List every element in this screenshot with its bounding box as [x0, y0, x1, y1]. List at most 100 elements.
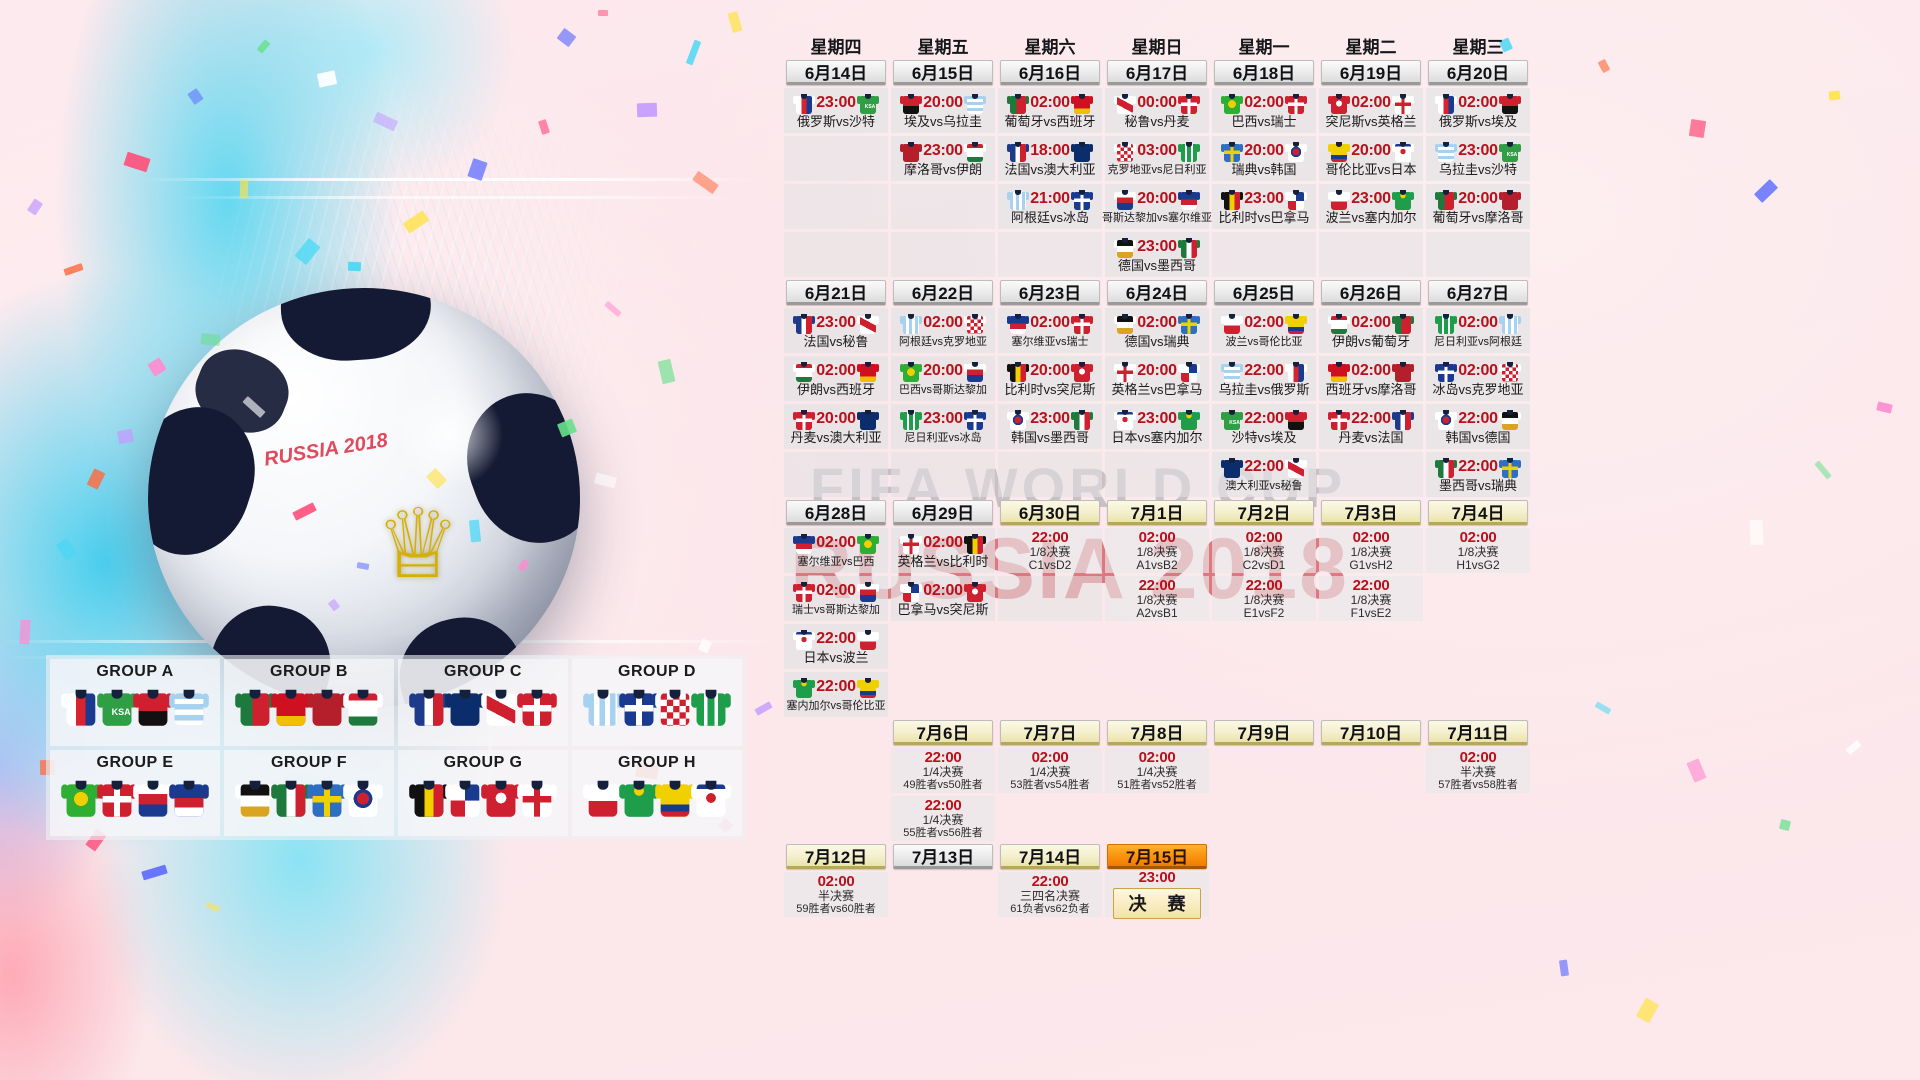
- date-header[interactable]: 6月17日: [1107, 60, 1207, 85]
- match-cell[interactable]: 02:00 阿根廷vs克罗地亚: [891, 308, 995, 353]
- date-header[interactable]: 7月8日: [1107, 720, 1207, 745]
- match-cell[interactable]: 20:00 葡萄牙vs摩洛哥: [1426, 184, 1530, 229]
- match-cell[interactable]: 20:00 哥伦比亚vs日本: [1319, 136, 1423, 181]
- match-cell[interactable]: 02:00 1/4决赛 51胜者vs52胜者: [1105, 748, 1209, 793]
- date-header[interactable]: 6月26日: [1321, 280, 1421, 305]
- match-cell[interactable]: 00:00 秘鲁vs丹麦: [1105, 88, 1209, 133]
- group-box-d[interactable]: GROUP D: [572, 659, 742, 746]
- date-header[interactable]: 6月25日: [1214, 280, 1314, 305]
- match-cell[interactable]: 02:00 突尼斯vs英格兰: [1319, 88, 1423, 133]
- match-cell[interactable]: 02:00 瑞士vs哥斯达黎加: [784, 576, 888, 621]
- match-cell[interactable]: 20:00 英格兰vs巴拿马: [1105, 356, 1209, 401]
- match-cell[interactable]: 20:00 瑞典vs韩国: [1212, 136, 1316, 181]
- date-header[interactable]: 7月14日: [1000, 844, 1100, 869]
- match-cell[interactable]: 23:00 德国vs墨西哥: [1105, 232, 1209, 277]
- match-cell[interactable]: 23:00 波兰vs塞内加尔: [1319, 184, 1423, 229]
- group-box-h[interactable]: GROUP H: [572, 749, 742, 836]
- match-cell[interactable]: 02:00 1/8决赛 C2vsD1: [1212, 528, 1316, 573]
- date-header[interactable]: 6月27日: [1428, 280, 1528, 305]
- match-cell[interactable]: 02:00 英格兰vs比利时: [891, 528, 995, 573]
- date-header[interactable]: 6月29日: [893, 500, 993, 525]
- date-header[interactable]: 7月3日: [1321, 500, 1421, 525]
- match-cell[interactable]: 22:00 韩国vs德国: [1426, 404, 1530, 449]
- date-header[interactable]: 6月23日: [1000, 280, 1100, 305]
- date-header[interactable]: 6月21日: [786, 280, 886, 305]
- match-cell[interactable]: 02:00 德国vs瑞典: [1105, 308, 1209, 353]
- date-header[interactable]: 7月7日: [1000, 720, 1100, 745]
- group-box-f[interactable]: GROUP F: [224, 749, 394, 836]
- match-cell[interactable]: 22:00 墨西哥vs瑞典: [1426, 452, 1530, 497]
- date-header[interactable]: 7月13日: [893, 844, 993, 869]
- date-header[interactable]: 6月14日: [786, 60, 886, 85]
- date-header[interactable]: 6月20日: [1428, 60, 1528, 85]
- date-header[interactable]: 6月18日: [1214, 60, 1314, 85]
- match-cell[interactable]: 02:00 冰岛vs克罗地亚: [1426, 356, 1530, 401]
- match-cell[interactable]: 22:00 1/8决赛 E1vsF2: [1212, 576, 1316, 621]
- match-cell[interactable]: 02:00 巴拿马vs突尼斯: [891, 576, 995, 621]
- match-cell[interactable]: 02:00 俄罗斯vs埃及: [1426, 88, 1530, 133]
- match-cell[interactable]: 20:00 丹麦vs澳大利亚: [784, 404, 888, 449]
- match-cell[interactable]: 20:00 埃及vs乌拉圭: [891, 88, 995, 133]
- match-cell[interactable]: 21:00 阿根廷vs冰岛: [998, 184, 1102, 229]
- match-cell[interactable]: 02:00 半决赛 57胜者vs58胜者: [1426, 748, 1530, 793]
- date-header[interactable]: 7月11日: [1428, 720, 1528, 745]
- date-header[interactable]: 7月12日: [786, 844, 886, 869]
- date-header[interactable]: 6月24日: [1107, 280, 1207, 305]
- match-cell[interactable]: 02:00 伊朗vs西班牙: [784, 356, 888, 401]
- match-cell[interactable]: 02:00 巴西vs瑞士: [1212, 88, 1316, 133]
- match-cell[interactable]: 22:00 1/4决赛 49胜者vs50胜者: [891, 748, 995, 793]
- date-header[interactable]: 7月6日: [893, 720, 993, 745]
- match-cell[interactable]: 02:00 塞尔维亚vs巴西: [784, 528, 888, 573]
- match-cell[interactable]: 22:00 澳大利亚vs秘鲁: [1212, 452, 1316, 497]
- match-cell[interactable]: 02:00 塞尔维亚vs瑞士: [998, 308, 1102, 353]
- group-box-b[interactable]: GROUP B: [224, 659, 394, 746]
- match-cell[interactable]: 02:00 西班牙vs摩洛哥: [1319, 356, 1423, 401]
- match-cell[interactable]: 22:00 1/8决赛 A2vsB1: [1105, 576, 1209, 621]
- match-cell[interactable]: 23:00 KSA 俄罗斯vs沙特: [784, 88, 888, 133]
- match-cell[interactable]: 23:00 KSA 乌拉圭vs沙特: [1426, 136, 1530, 181]
- date-header[interactable]: 7月10日: [1321, 720, 1421, 745]
- date-header[interactable]: 6月15日: [893, 60, 993, 85]
- match-cell[interactable]: 22:00 丹麦vs法国: [1319, 404, 1423, 449]
- date-header[interactable]: 6月28日: [786, 500, 886, 525]
- match-cell[interactable]: 02:00 1/4决赛 53胜者vs54胜者: [998, 748, 1102, 793]
- date-header[interactable]: 7月9日: [1214, 720, 1314, 745]
- date-header[interactable]: 7月2日: [1214, 500, 1314, 525]
- match-cell[interactable]: 20:00 哥斯达黎加vs塞尔维亚: [1102, 184, 1212, 229]
- date-header[interactable]: 7月1日: [1107, 500, 1207, 525]
- group-box-a[interactable]: GROUP A KSA: [50, 659, 220, 746]
- match-cell[interactable]: KSA 22:00 沙特vs埃及: [1212, 404, 1316, 449]
- group-box-g[interactable]: GROUP G: [398, 749, 568, 836]
- match-cell[interactable]: 23:00 比利时vs巴拿马: [1212, 184, 1316, 229]
- match-cell[interactable]: 22:00 1/8决赛 C1vsD2: [998, 528, 1102, 573]
- match-cell[interactable]: 23:00 日本vs塞内加尔: [1105, 404, 1209, 449]
- match-cell[interactable]: 23:00 尼日利亚vs冰岛: [891, 404, 995, 449]
- date-header[interactable]: 6月16日: [1000, 60, 1100, 85]
- match-cell[interactable]: 03:00 克罗地亚vs尼日利亚: [1105, 136, 1209, 181]
- match-cell[interactable]: 22:00 1/4决赛 55胜者vs56胜者: [891, 796, 995, 841]
- match-cell[interactable]: 02:00 波兰vs哥伦比亚: [1212, 308, 1316, 353]
- match-cell[interactable]: 20:00 巴西vs哥斯达黎加: [891, 356, 995, 401]
- match-cell[interactable]: 22:00 1/8决赛 F1vsE2: [1319, 576, 1423, 621]
- match-cell[interactable]: 22:00 三四名决赛 61负者vs62负者: [998, 872, 1102, 917]
- date-header[interactable]: 7月15日: [1107, 844, 1207, 869]
- group-box-e[interactable]: GROUP E: [50, 749, 220, 836]
- date-header[interactable]: 6月19日: [1321, 60, 1421, 85]
- match-cell[interactable]: 02:00 葡萄牙vs西班牙: [998, 88, 1102, 133]
- date-header[interactable]: 6月30日: [1000, 500, 1100, 525]
- date-header[interactable]: 6月22日: [893, 280, 993, 305]
- match-cell[interactable]: 22:00 塞内加尔vs哥伦比亚: [784, 672, 888, 717]
- match-cell[interactable]: 23:00 摩洛哥vs伊朗: [891, 136, 995, 181]
- match-cell[interactable]: 22:00 乌拉圭vs俄罗斯: [1212, 356, 1316, 401]
- match-cell[interactable]: 23:00 韩国vs墨西哥: [998, 404, 1102, 449]
- match-cell[interactable]: 22:00 日本vs波兰: [784, 624, 888, 669]
- match-cell[interactable]: 18:00 法国vs澳大利亚: [998, 136, 1102, 181]
- match-cell[interactable]: 23:00 决 赛: [1105, 869, 1209, 919]
- match-cell[interactable]: 02:00 1/8决赛 G1vsH2: [1319, 528, 1423, 573]
- match-cell[interactable]: 02:00 1/8决赛 H1vsG2: [1426, 528, 1530, 573]
- group-box-c[interactable]: GROUP C: [398, 659, 568, 746]
- match-cell[interactable]: 20:00 比利时vs突尼斯: [998, 356, 1102, 401]
- match-cell[interactable]: 02:00 1/8决赛 A1vsB2: [1105, 528, 1209, 573]
- match-cell[interactable]: 23:00 法国vs秘鲁: [784, 308, 888, 353]
- match-cell[interactable]: 02:00 尼日利亚vs阿根廷: [1426, 308, 1530, 353]
